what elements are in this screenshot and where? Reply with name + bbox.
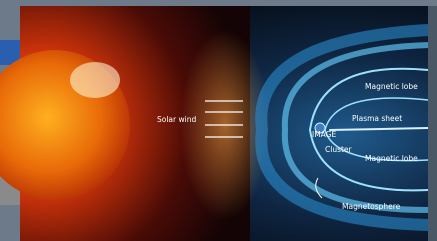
side-strip	[428, 6, 437, 241]
illustration: Solar wind Magnetic lobe Plasma sheet IM…	[0, 0, 437, 241]
label: Magnetic lobe	[365, 82, 418, 91]
flare	[70, 62, 120, 98]
label: Cluster	[325, 145, 353, 154]
label: IMAGE	[312, 130, 336, 139]
label: Solar wind	[157, 115, 196, 124]
label: Magnetosphere	[342, 202, 401, 211]
page: Solar wind Magnetic lobe Plasma sheet IM…	[0, 0, 437, 241]
label: Magnetic lobe	[365, 154, 418, 163]
label: Plasma sheet	[352, 114, 402, 123]
